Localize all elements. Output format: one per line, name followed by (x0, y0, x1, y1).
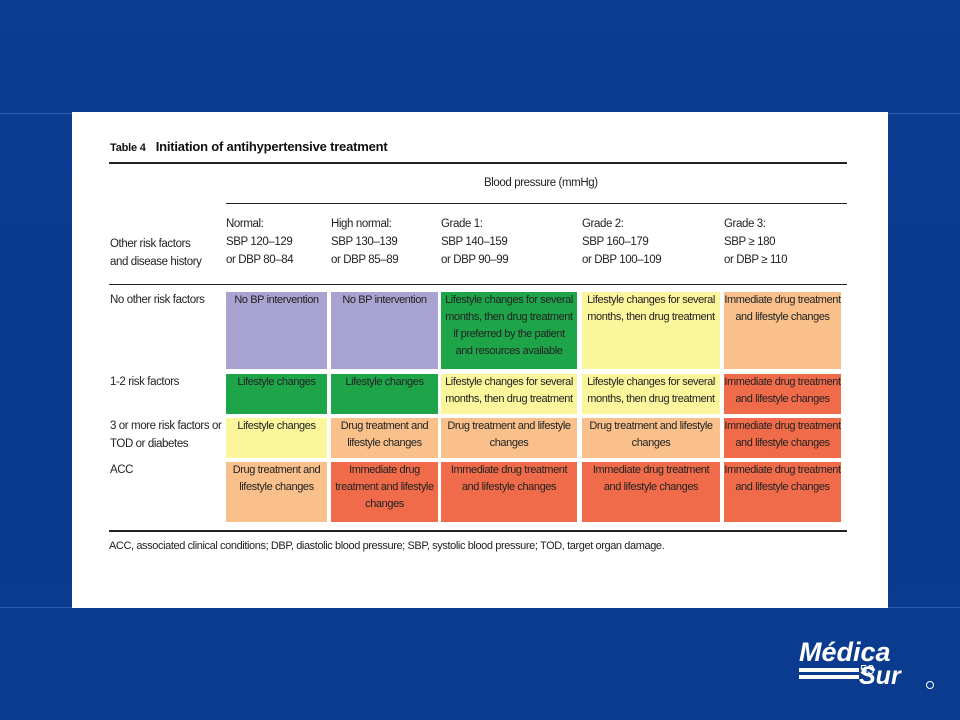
cell-text-line: and lifestyle changes (735, 311, 830, 323)
cell-text-line: changes (489, 437, 529, 449)
cell-text-line: Lifestyle changes for several (587, 376, 715, 388)
cell-text-line: Immediate drug treatment (724, 376, 841, 388)
cell-text-line: lifestyle changes (239, 481, 314, 493)
row-label-0-line-0: No other risk factors (110, 294, 205, 306)
column-header-2-line-0: Grade 1: (441, 218, 483, 230)
table-cell-r1-c1: Lifestyle changes (331, 374, 438, 414)
table-cell-r0-c2: Lifestyle changes for several months, the… (441, 292, 577, 369)
column-header-0-line-1: SBP 120–129 (226, 236, 293, 248)
table-panel: Table 4 Initiation of antihypertensive tr… (72, 112, 888, 608)
cell-text-line: Lifestyle changes for several (587, 294, 715, 306)
cell-text-line: lifestyle changes (347, 437, 422, 449)
table-cell-r3-c3: Immediate drug treatment and lifestyle ch… (582, 462, 720, 522)
column-header-0-line-2: or DBP 80–84 (226, 254, 294, 266)
table-cell-r2-c1: Drug treatment and lifestyle changes (331, 418, 438, 458)
cell-text-line: Lifestyle changes for several (445, 294, 573, 306)
column-header-2-line-1: SBP 140–159 (441, 236, 508, 248)
table-cell-r0-c0: No BP intervention (226, 292, 327, 369)
cell-text-line: Immediate drug treatment (450, 464, 568, 476)
cell-text-line: Drug treatment and (232, 464, 321, 476)
table-title: Table 4 Initiation of antihypertensive tr… (110, 139, 388, 154)
column-header-2-line-2: or DBP 90–99 (441, 254, 509, 266)
cell-text-line: Lifestyle changes for several (445, 376, 573, 388)
cell-text-line: Immediate drug treatment (724, 294, 841, 306)
column-header-3-line-2: or DBP 100–109 (582, 254, 662, 266)
table-cell-r3-c4: Immediate drug treatment and lifestyle ch… (724, 462, 841, 522)
column-header-0-line-0: Normal: (226, 218, 264, 230)
registered-mark-icon (926, 681, 934, 689)
cell-text-line: and resources available (455, 345, 563, 357)
table-cell-r1-c2: Lifestyle changes for several months, the… (441, 374, 577, 414)
cell-text-line: Drug treatment and lifestyle (447, 420, 571, 432)
cell-text-line: Lifestyle changes (237, 420, 316, 432)
cell-text-line: and lifestyle changes (461, 481, 557, 493)
cell-text-line: Drug treatment and (340, 420, 429, 432)
cell-text-line: No BP intervention (234, 294, 319, 306)
cell-text-line: if preferred by the patient (453, 328, 565, 340)
table-cell-r0-c4: Immediate drug treatment and lifestyle ch… (724, 292, 841, 369)
cell-text-line: Drug treatment and lifestyle (589, 420, 713, 432)
cell-text-line: and lifestyle changes (735, 393, 830, 405)
table-cell-r3-c0: Drug treatment and lifestyle changes (226, 462, 327, 522)
cell-text-line: Immediate drug (349, 464, 420, 476)
table-cell-r3-c1: Immediate drug treatment and lifestyle cha… (331, 462, 438, 522)
logo-text-medica: Médica (799, 637, 891, 667)
table-cell-r2-c2: Drug treatment and lifestyle changes (441, 418, 577, 458)
page-number: 53 (860, 662, 875, 677)
cell-text-line: treatment and lifestyle (335, 481, 434, 493)
table-cell-r1-c3: Lifestyle changes for several months, the… (582, 374, 720, 414)
cell-text-line: and lifestyle changes (603, 481, 699, 493)
logo-stripe-2 (799, 675, 859, 679)
cell-text-line: No BP intervention (342, 294, 427, 306)
table-cell-r1-c0: Lifestyle changes (226, 374, 327, 414)
column-header-3-line-1: SBP 160–179 (582, 236, 649, 248)
table-cell-r3-c2: Immediate drug treatment and lifestyle ch… (441, 462, 577, 522)
cell-text-line: months, then drug treatment (445, 311, 573, 323)
table-heading: Initiation of antihypertensive treatment (155, 139, 388, 154)
logo-stripe-1 (799, 668, 859, 672)
cell-text-line: months, then drug treatment (445, 393, 573, 405)
cell-text-line: months, then drug treatment (587, 311, 715, 323)
table-bottom-rule (109, 530, 847, 532)
row-header-line-1: Other risk factors (110, 238, 191, 250)
column-header-1-line-0: High normal: (331, 218, 392, 230)
column-header-3-line-0: Grade 2: (582, 218, 624, 230)
cell-text-line: months, then drug treatment (587, 393, 715, 405)
table-cell-r1-c4: Immediate drug treatment and lifestyle ch… (724, 374, 841, 414)
column-header-4-line-2: or DBP ≥ 110 (724, 254, 788, 266)
logo-text-sur: Sur (859, 662, 902, 690)
header-bottom-rule (109, 284, 847, 285)
cell-text-line: changes (631, 437, 671, 449)
blood-pressure-header: Blood pressure (mmHg) (484, 177, 598, 189)
table-cell-r0-c3: Lifestyle changes for several months, the… (582, 292, 720, 369)
cell-text-line: and lifestyle changes (735, 481, 830, 493)
cell-text-line: Lifestyle changes (237, 376, 316, 388)
cell-text-line: Lifestyle changes (345, 376, 424, 388)
header-sub-rule (226, 203, 847, 204)
cell-text-line: and lifestyle changes (735, 437, 830, 449)
medica-sur-logo: Médica Sur (799, 637, 934, 690)
table-label: Table 4 (110, 142, 146, 154)
cell-text-line: Immediate drug treatment (724, 464, 841, 476)
table-footnote: ACC, associated clinical conditions; DBP… (109, 540, 665, 552)
row-label-3-line-0: ACC (110, 464, 134, 476)
table-cell-r2-c0: Lifestyle changes (226, 418, 327, 458)
table-top-rule (109, 162, 847, 164)
table-cell-r2-c3: Drug treatment and lifestyle changes (582, 418, 720, 458)
table-cell-r2-c4: Immediate drug treatment and lifestyle ch… (724, 418, 841, 458)
row-label-2-line-0: 3 or more risk factors or (110, 420, 222, 432)
table-cell-r0-c1: No BP intervention (331, 292, 438, 369)
cell-text-line: changes (365, 498, 404, 510)
cell-text-line: Immediate drug treatment (592, 464, 710, 476)
column-header-4-line-0: Grade 3: (724, 218, 766, 230)
column-header-4-line-1: SBP ≥ 180 (724, 236, 776, 248)
column-header-1-line-1: SBP 130–139 (331, 236, 398, 248)
cell-text-line: Immediate drug treatment (724, 420, 841, 432)
row-header-line-2: and disease history (110, 256, 202, 268)
row-label-1-line-0: 1-2 risk factors (110, 376, 180, 388)
row-label-2-line-1: TOD or diabetes (110, 438, 189, 450)
column-header-1-line-2: or DBP 85–89 (331, 254, 399, 266)
